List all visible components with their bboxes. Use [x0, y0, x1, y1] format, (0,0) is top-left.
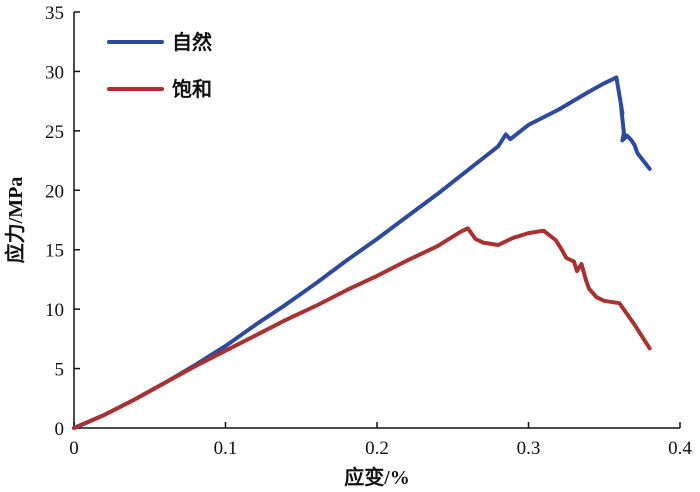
x-axis-title: 应变/%	[344, 465, 410, 489]
x-ticks: 0 0.1 0.2 0.3 0.4	[69, 422, 692, 459]
x-tick-label: 0	[69, 438, 79, 459]
series-line-natural	[72, 75, 652, 430]
y-ticks: 0 5 10 15 20 25 30 35	[45, 3, 80, 440]
series-line-saturated	[72, 226, 652, 430]
y-tick-label: 25	[45, 122, 64, 143]
y-tick-label: 20	[45, 181, 64, 202]
series-lines	[72, 75, 652, 430]
axes	[73, 12, 680, 429]
y-tick-label: 30	[45, 62, 64, 83]
y-tick-label: 0	[55, 419, 65, 440]
legend-label-natural: 自然	[172, 30, 212, 54]
legend-label-saturated: 饱和	[172, 77, 212, 101]
y-tick-label: 5	[55, 360, 65, 381]
y-tick-label: 35	[45, 3, 64, 24]
y-axis-title: 应力/MPa	[3, 177, 27, 264]
x-tick-label: 0.3	[517, 438, 541, 459]
y-tick-label: 15	[45, 241, 64, 262]
x-tick-label: 0.4	[668, 438, 692, 459]
y-tick-label: 10	[45, 300, 64, 321]
x-tick-label: 0.2	[365, 438, 389, 459]
legend: 自然 饱和	[107, 30, 212, 101]
x-tick-label: 0.1	[214, 438, 238, 459]
